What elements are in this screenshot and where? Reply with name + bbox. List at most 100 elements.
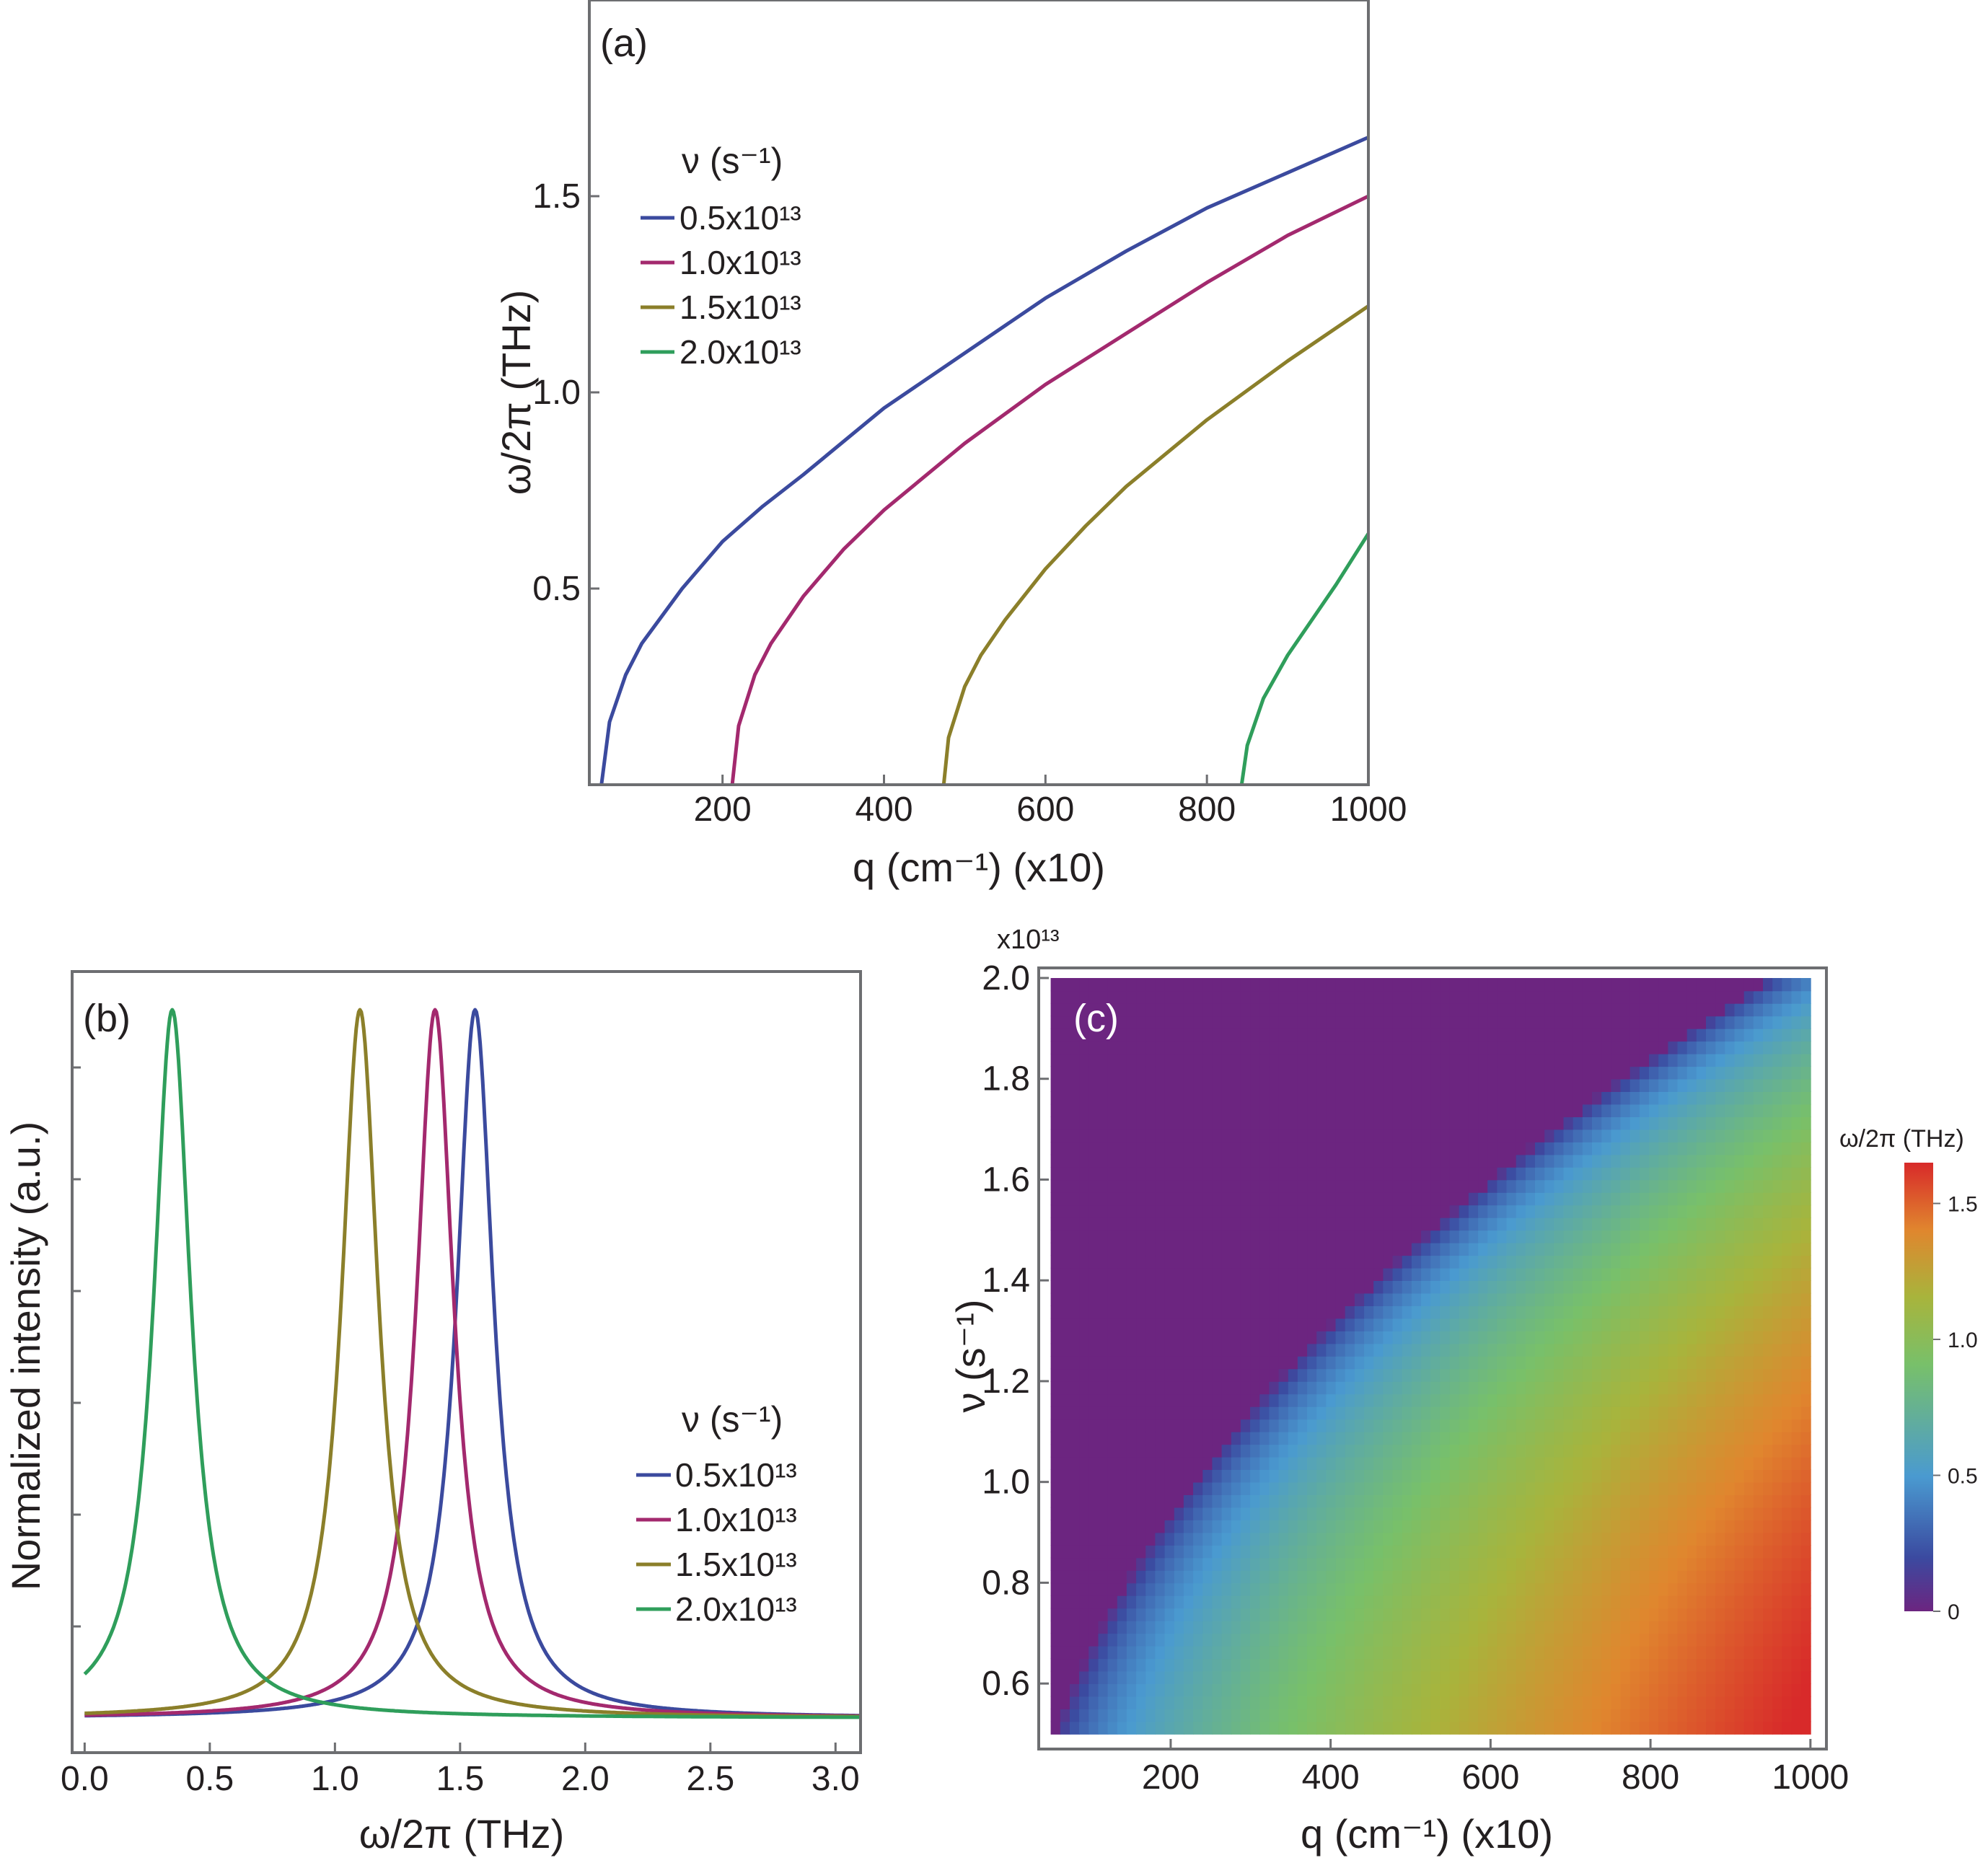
heatmap-cell — [1231, 1179, 1241, 1193]
heatmap-cell — [1743, 1393, 1754, 1407]
heatmap-cell — [1468, 1167, 1479, 1181]
heatmap-cell — [1383, 1292, 1394, 1306]
heatmap-cell — [1734, 1192, 1745, 1206]
heatmap-cell — [1383, 1481, 1394, 1495]
heatmap-cell — [1497, 1356, 1508, 1370]
heatmap-cell — [1354, 1292, 1365, 1306]
heatmap-cell — [1221, 1331, 1232, 1344]
heatmap-cell — [1354, 1494, 1365, 1508]
heatmap-cell — [1383, 1356, 1394, 1370]
heatmap-cell — [1316, 1292, 1327, 1306]
heatmap-cell — [1269, 1117, 1280, 1130]
heatmap-cell — [1601, 1670, 1612, 1684]
heatmap-cell — [1383, 1154, 1394, 1168]
heatmap-cell — [1079, 1267, 1090, 1281]
heatmap-cell — [1725, 1507, 1736, 1520]
heatmap-cell — [1145, 1217, 1156, 1231]
heatmap-cell — [1098, 1645, 1109, 1660]
heatmap-cell — [1696, 1230, 1707, 1243]
heatmap-cell — [1231, 1645, 1241, 1660]
heatmap-cell — [1212, 1633, 1223, 1647]
heatmap-cell — [1639, 1393, 1650, 1407]
heatmap-cell — [1743, 1520, 1754, 1533]
heatmap-cell — [1079, 1204, 1090, 1218]
heatmap-cell — [1782, 1204, 1793, 1218]
heatmap-cell — [1658, 1255, 1669, 1269]
heatmap-cell — [1554, 990, 1565, 1004]
heatmap-cell — [1373, 1053, 1384, 1067]
heatmap-cell — [1459, 1368, 1469, 1382]
heatmap-cell — [1582, 1419, 1593, 1432]
heatmap-cell — [1335, 1658, 1346, 1672]
heatmap-cell — [1506, 1154, 1517, 1168]
heatmap-cell — [1050, 1192, 1061, 1206]
y-tick-label-0: 0.6 — [982, 1665, 1030, 1703]
heatmap-cell — [1743, 1267, 1754, 1281]
heatmap-cell — [1250, 1028, 1261, 1042]
heatmap-cell — [1392, 1104, 1403, 1117]
heatmap-cell — [1259, 1608, 1270, 1621]
heatmap-cell — [1516, 1670, 1526, 1684]
heatmap-cell — [1497, 1683, 1508, 1697]
heatmap-cell — [1554, 1570, 1565, 1584]
heatmap-cell — [1753, 1557, 1764, 1571]
heatmap-cell — [1183, 1380, 1194, 1395]
heatmap-cell — [1079, 1179, 1090, 1193]
heatmap-cell — [1725, 1343, 1736, 1357]
heatmap-cell — [1658, 1520, 1669, 1533]
heatmap-cell — [1402, 1721, 1412, 1735]
heatmap-cell — [1725, 978, 1736, 992]
heatmap-cell — [1278, 1305, 1289, 1319]
heatmap-cell — [1402, 1091, 1412, 1105]
heatmap-cell — [1649, 1368, 1659, 1382]
heatmap-cell — [1231, 1570, 1241, 1584]
heatmap-cell — [1164, 1267, 1175, 1281]
heatmap-cell — [1459, 1469, 1469, 1483]
heatmap-cell — [1107, 1331, 1118, 1344]
heatmap-cell — [1297, 1494, 1308, 1508]
heatmap-cell — [1193, 1167, 1204, 1181]
heatmap-cell — [1459, 1444, 1469, 1458]
heatmap-cell — [1601, 1696, 1612, 1709]
heatmap-cell — [1782, 1305, 1793, 1319]
heatmap-cell — [1231, 1620, 1241, 1634]
heatmap-cell — [1592, 1658, 1602, 1672]
heatmap-cell — [1297, 1053, 1308, 1067]
heatmap-cell — [1763, 1683, 1773, 1697]
heatmap-cell — [1373, 978, 1384, 992]
heatmap-cell — [1516, 1507, 1526, 1520]
heatmap-cell — [1620, 1292, 1631, 1306]
heatmap-cell — [1079, 1683, 1090, 1697]
heatmap-cell — [1715, 1683, 1726, 1697]
heatmap-cell — [1373, 1645, 1384, 1660]
heatmap-cell — [1459, 1292, 1469, 1306]
heatmap-cell — [1288, 1721, 1298, 1735]
heatmap-cell — [1316, 1142, 1327, 1155]
heatmap-cell — [1335, 1104, 1346, 1117]
heatmap-cell — [1288, 1192, 1298, 1206]
heatmap-cell — [1193, 1242, 1204, 1256]
heatmap-cell — [1070, 1481, 1080, 1495]
heatmap-cell — [1354, 1620, 1365, 1634]
heatmap-cell — [1544, 1696, 1555, 1709]
heatmap-cell — [1231, 1292, 1241, 1306]
heatmap-cell — [1658, 1431, 1669, 1445]
heatmap-cell — [1725, 1053, 1736, 1067]
heatmap-cell — [1639, 1709, 1650, 1722]
heatmap-cell — [1421, 1053, 1432, 1067]
heatmap-cell — [1791, 1066, 1802, 1080]
heatmap-cell — [1629, 1431, 1640, 1445]
heatmap-cell — [1326, 1431, 1337, 1445]
heatmap-cell — [1525, 1142, 1536, 1155]
heatmap-cell — [1629, 1670, 1640, 1684]
heatmap-cell — [1487, 1041, 1498, 1054]
heatmap-cell — [1506, 1582, 1517, 1596]
heatmap-cell — [1193, 1091, 1204, 1105]
heatmap-cell — [1639, 1104, 1650, 1117]
heatmap-cell — [1430, 1331, 1441, 1344]
heatmap-cell — [1354, 1444, 1365, 1458]
heatmap-cell — [1506, 1456, 1517, 1470]
heatmap-cell — [1136, 1456, 1147, 1470]
heatmap-cell — [1174, 1570, 1184, 1584]
heatmap-cell — [1202, 1608, 1213, 1621]
